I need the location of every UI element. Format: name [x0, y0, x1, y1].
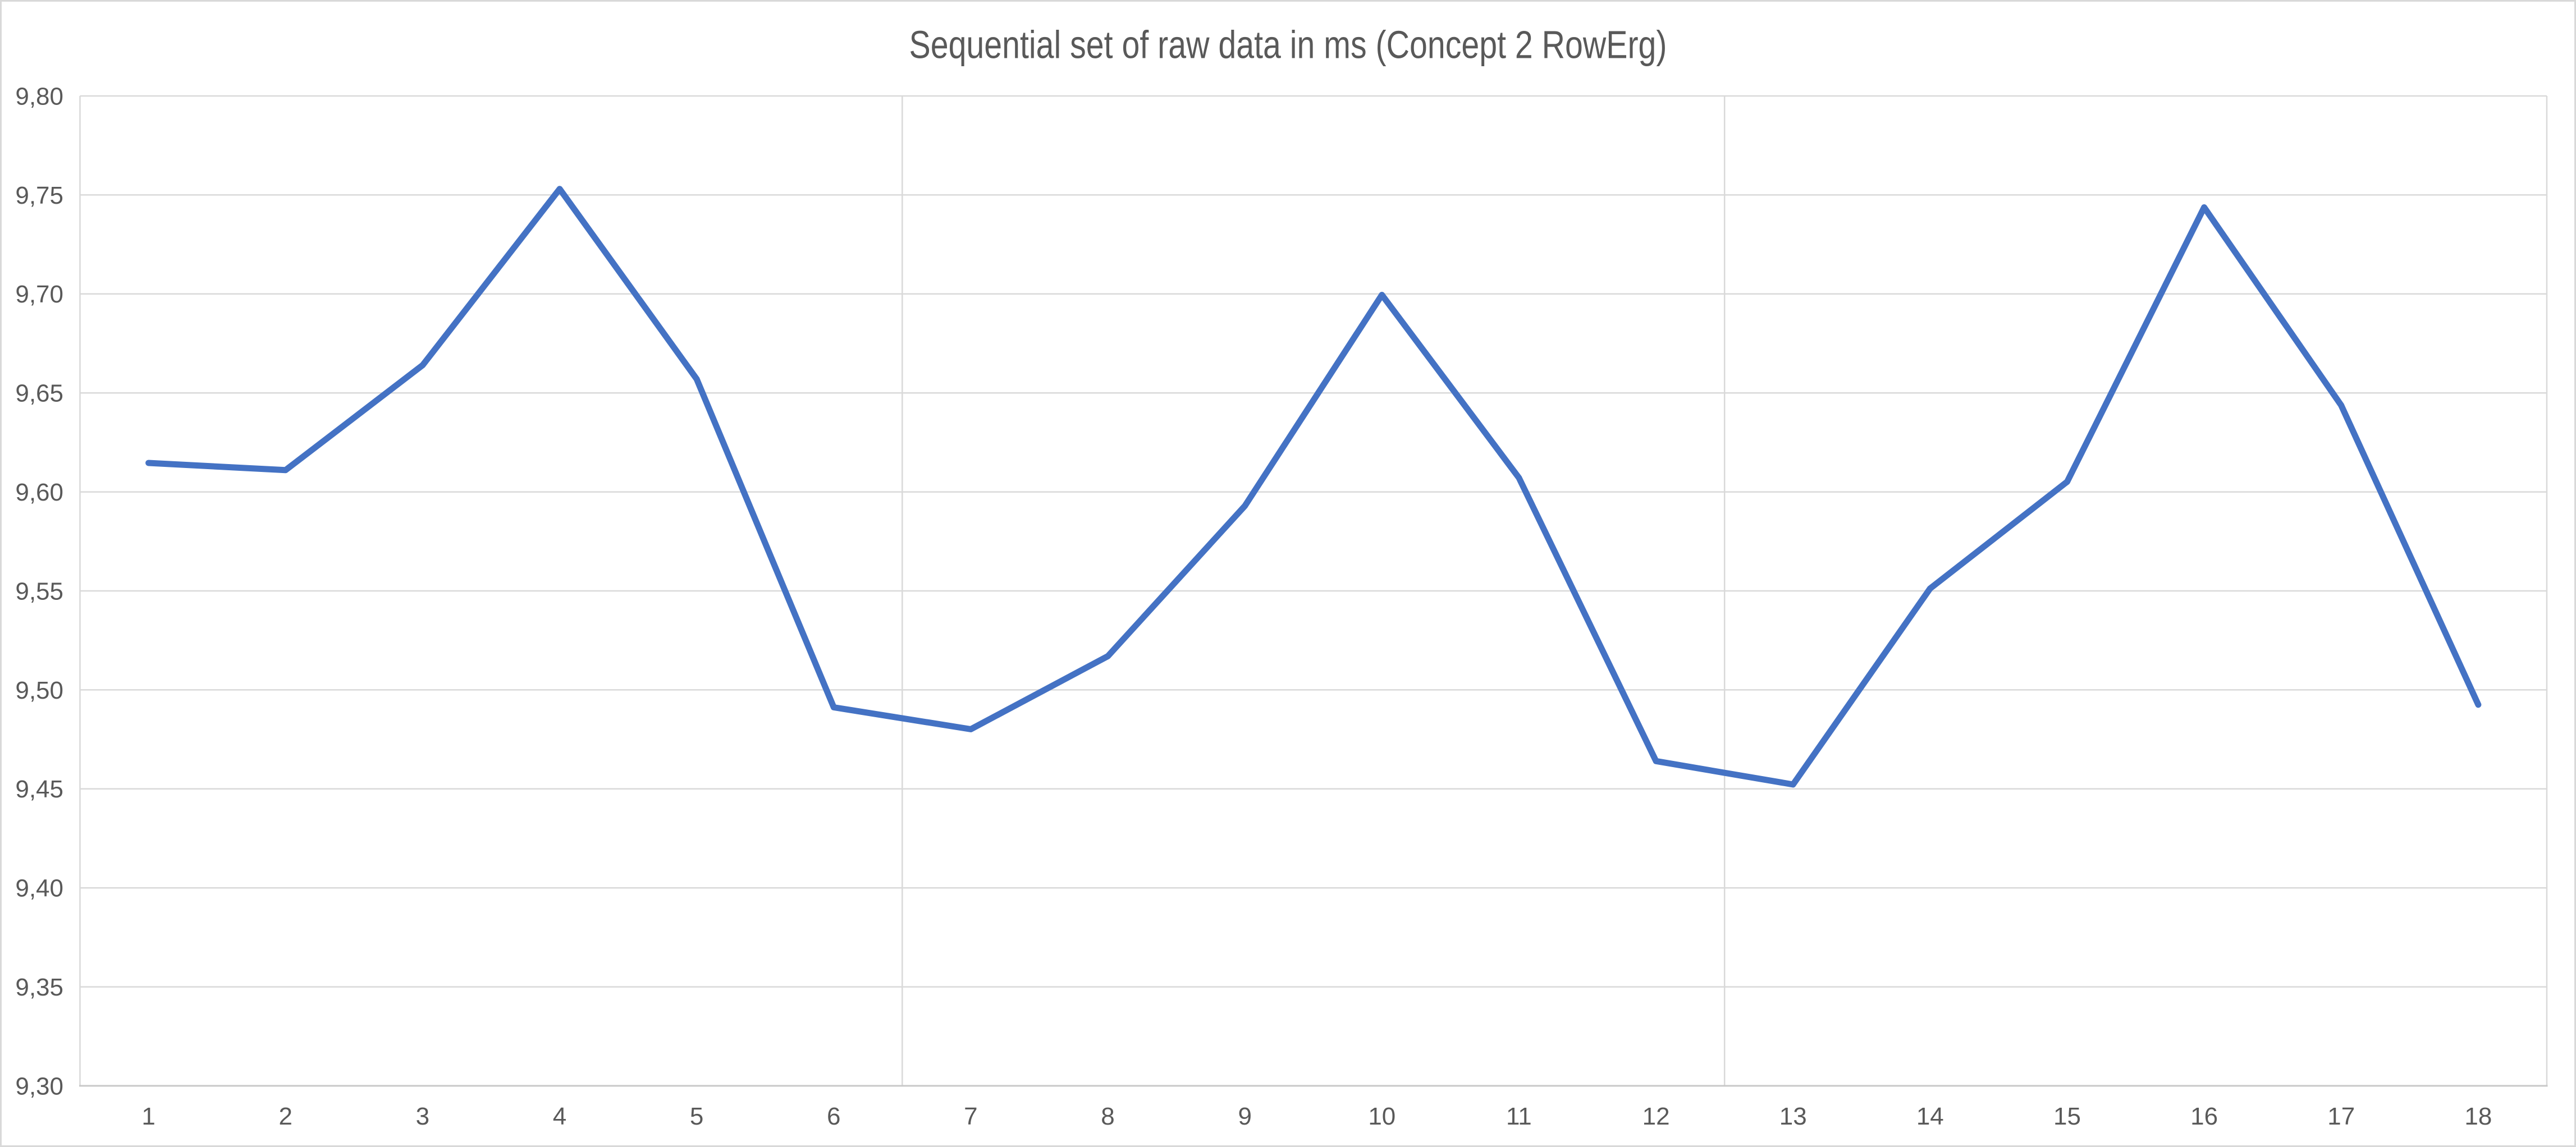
svg-text:9,35: 9,35 — [15, 974, 63, 1001]
svg-text:3: 3 — [416, 1103, 429, 1130]
svg-text:10: 10 — [1368, 1103, 1395, 1130]
svg-text:9,40: 9,40 — [15, 875, 63, 902]
svg-text:9,60: 9,60 — [15, 479, 63, 506]
svg-text:9,45: 9,45 — [15, 776, 63, 803]
svg-text:17: 17 — [2327, 1103, 2355, 1130]
svg-text:9,70: 9,70 — [15, 281, 63, 308]
svg-text:9,80: 9,80 — [15, 82, 63, 110]
svg-text:11: 11 — [1506, 1103, 1532, 1130]
svg-text:9,30: 9,30 — [15, 1072, 63, 1100]
svg-text:12: 12 — [1642, 1103, 1670, 1130]
svg-text:2: 2 — [278, 1103, 292, 1130]
svg-text:Sequential set of raw data in: Sequential set of raw data in ms (Concep… — [909, 23, 1667, 67]
svg-text:9,65: 9,65 — [15, 380, 63, 407]
svg-text:9,75: 9,75 — [15, 182, 63, 209]
svg-text:5: 5 — [690, 1103, 703, 1130]
svg-text:9,55: 9,55 — [15, 577, 63, 605]
svg-text:15: 15 — [2053, 1103, 2081, 1130]
svg-text:13: 13 — [1779, 1103, 1807, 1130]
svg-text:9: 9 — [1238, 1103, 1251, 1130]
svg-text:1: 1 — [141, 1103, 155, 1130]
svg-text:18: 18 — [2464, 1103, 2492, 1130]
svg-text:9,50: 9,50 — [15, 677, 63, 704]
svg-text:6: 6 — [827, 1103, 840, 1130]
svg-text:14: 14 — [1916, 1103, 1944, 1130]
svg-text:8: 8 — [1101, 1103, 1114, 1130]
svg-text:16: 16 — [2190, 1103, 2218, 1130]
svg-text:7: 7 — [964, 1103, 977, 1130]
svg-text:4: 4 — [553, 1103, 566, 1130]
